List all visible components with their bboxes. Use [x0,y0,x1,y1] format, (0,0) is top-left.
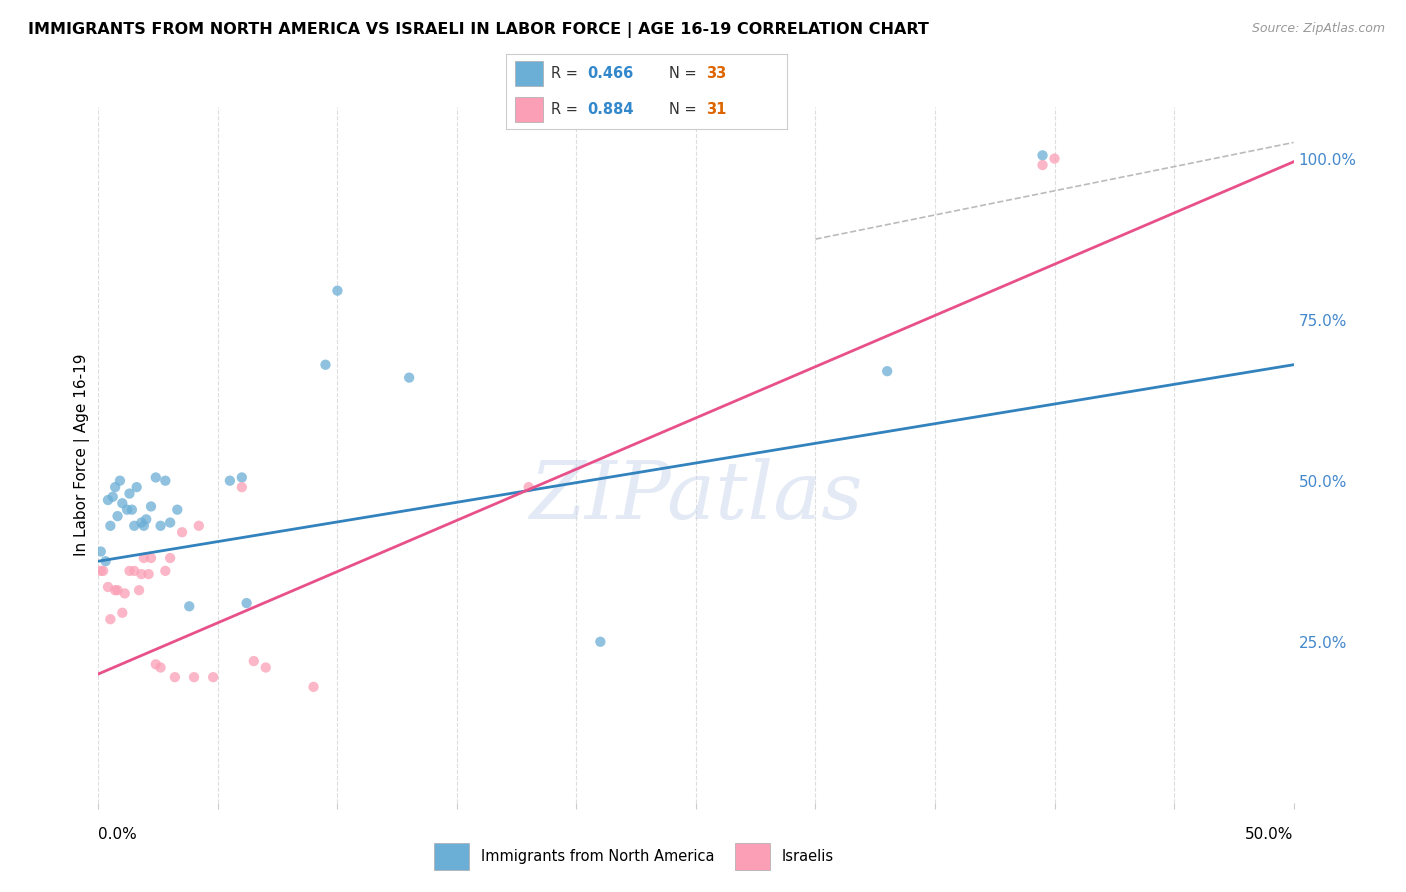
Point [101,490,124,504]
Point [166,502,188,516]
Text: Immigrants from North America: Immigrants from North America [481,849,714,863]
Text: 50.0%: 50.0% [1246,827,1294,841]
Text: R =: R = [551,102,578,117]
Text: 33: 33 [706,66,725,81]
Point [302,680,325,694]
Point [132,551,155,566]
Point [159,516,181,530]
Point [235,596,257,610]
Text: 31: 31 [706,102,725,117]
Point [104,480,127,494]
Bar [433,843,470,870]
Point [90,544,112,558]
Point [124,564,146,578]
Point [149,660,172,674]
Point [135,512,157,526]
Point [172,525,194,540]
Point [517,480,540,494]
Point [118,486,141,500]
Point [155,564,177,578]
Text: N =: N = [669,66,697,81]
Point [131,567,153,582]
Point [139,551,162,566]
Point [98,612,122,626]
Text: IMMIGRANTS FROM NORTH AMERICA VS ISRAELI IN LABOR FORCE | AGE 16-19 CORRELATION : IMMIGRANTS FROM NORTH AMERICA VS ISRAELI… [28,22,929,38]
Point [219,474,242,488]
Point [131,516,153,530]
Point [91,564,114,578]
Point [114,586,136,600]
Point [231,480,253,494]
Point [589,634,612,648]
Point [876,364,898,378]
Point [138,567,160,582]
Point [159,551,181,566]
Text: N =: N = [669,102,697,117]
Point [132,518,155,533]
Point [97,493,120,508]
Point [107,583,129,598]
Text: Source: ZipAtlas.com: Source: ZipAtlas.com [1251,22,1385,36]
Point [1032,148,1054,162]
Point [243,654,266,668]
Point [183,670,205,684]
Point [128,583,150,598]
Point [139,500,162,514]
Bar [735,843,770,870]
Point [115,502,138,516]
Point [1043,152,1066,166]
Point [202,670,225,684]
Text: 0.466: 0.466 [588,66,634,81]
Point [125,480,148,494]
Point [98,518,122,533]
Point [149,518,172,533]
Point [121,502,143,516]
Point [97,580,120,594]
Bar [515,62,543,87]
Text: Israelis: Israelis [782,849,834,863]
Y-axis label: In Labor Force | Age 16-19: In Labor Force | Age 16-19 [75,353,90,557]
Text: R =: R = [551,66,578,81]
Point [90,564,112,578]
Point [118,564,141,578]
Point [94,554,117,568]
Point [254,660,277,674]
Text: ZIPatlas: ZIPatlas [529,458,863,535]
Text: 0.0%: 0.0% [98,827,138,841]
Bar [515,96,543,122]
Point [124,518,146,533]
Point [163,670,186,684]
Point [179,599,201,614]
Point [108,474,131,488]
Point [155,474,177,488]
Point [231,470,253,484]
Point [326,284,349,298]
Point [111,606,134,620]
Text: 0.884: 0.884 [588,102,634,117]
Point [107,509,129,524]
Point [187,518,209,533]
Point [111,496,134,510]
Point [145,470,167,484]
Point [315,358,337,372]
Point [1032,158,1054,172]
Point [398,370,420,384]
Point [104,583,127,598]
Point [145,657,167,672]
